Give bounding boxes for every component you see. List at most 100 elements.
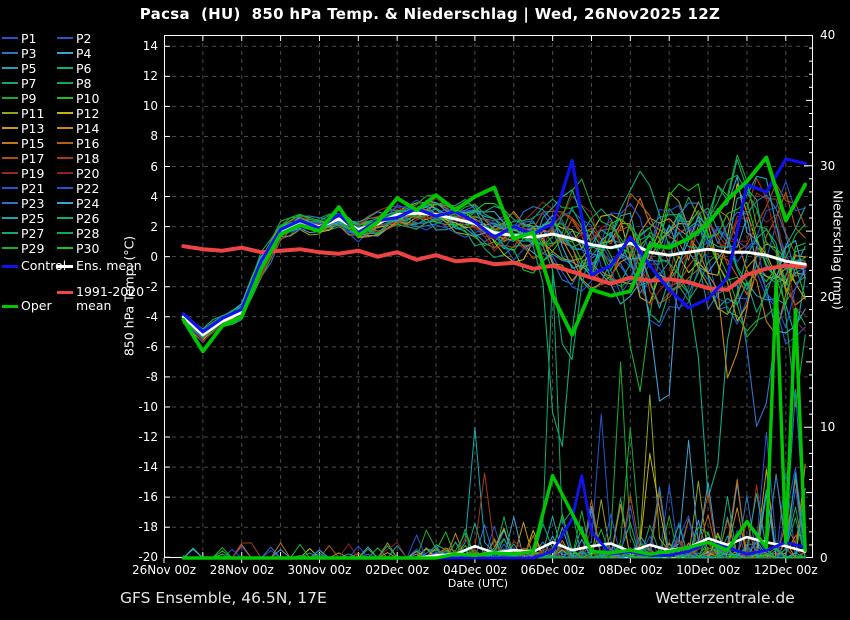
oper-temp-line xyxy=(181,155,808,354)
legend-swatch-P3 xyxy=(2,52,18,54)
ensemble-chart xyxy=(163,35,813,563)
member-temp-line-P25 xyxy=(182,175,806,333)
x-axis-title: Date (UTC) xyxy=(447,577,509,590)
legend-label-P3: P3 xyxy=(21,46,37,61)
precip-tick-label: 10 xyxy=(820,420,836,435)
date-tick-label: 12Dec 00z xyxy=(753,563,818,577)
temp-tick-label: 0 xyxy=(150,249,158,264)
legend-label-P17: P17 xyxy=(21,151,45,166)
legend-swatch-P29 xyxy=(2,247,18,249)
legend-label-P23: P23 xyxy=(21,196,45,211)
legend-swatch-P22 xyxy=(57,187,73,189)
legend-swatch-P26 xyxy=(57,217,73,219)
legend-swatch-P27 xyxy=(2,232,18,234)
plot-area xyxy=(163,35,813,563)
date-tick-label: 06Dec 00z xyxy=(520,563,585,577)
legend-label-P21: P21 xyxy=(21,181,45,196)
legend-swatch-P10 xyxy=(57,97,73,99)
legend-swatch-control xyxy=(2,265,18,268)
legend-label-P8: P8 xyxy=(76,76,92,91)
legend-label-P30: P30 xyxy=(76,241,100,256)
legend-label-P13: P13 xyxy=(21,121,45,136)
legend-label-P12: P12 xyxy=(76,106,100,121)
temp-tick-label: 14 xyxy=(142,39,158,54)
temp-tick-label: 8 xyxy=(150,129,158,144)
date-tick-label: 26Nov 00z xyxy=(131,563,197,577)
legend-swatch-P20 xyxy=(57,172,73,174)
legend-swatch-P23 xyxy=(2,202,18,204)
legend-label-P1: P1 xyxy=(21,31,37,46)
legend-swatch-P2 xyxy=(57,37,73,39)
footer-model-info: GFS Ensemble, 46.5N, 17E xyxy=(120,589,327,607)
legend-swatch-P5 xyxy=(2,67,18,69)
legend-swatch-P30 xyxy=(57,247,73,249)
legend-label-P22: P22 xyxy=(76,181,100,196)
legend-label-ens-mean: Ens. mean xyxy=(76,258,142,273)
temp-tick-label: 10 xyxy=(142,99,158,114)
plot-border xyxy=(164,35,813,558)
member-precip-line-P9 xyxy=(182,361,806,559)
legend-swatch-ens-mean xyxy=(57,265,73,268)
precip-tick-label: 0 xyxy=(820,551,828,565)
temp-tick-label: -20 xyxy=(138,550,158,565)
legend-label-P2: P2 xyxy=(76,31,92,46)
legend-swatch-P9 xyxy=(2,97,18,99)
legend-swatch-P17 xyxy=(2,157,18,159)
legend-label-P26: P26 xyxy=(76,211,100,226)
date-tick-label: 10Dec 00z xyxy=(676,563,740,577)
legend-swatch-P21 xyxy=(2,187,18,189)
legend: P1 P2 P3 P4 P5 P6 P7 P8 P9 P10 P11 P12 P13 P14 P15 P16 P… xyxy=(0,0,144,400)
precip-tick-label: 20 xyxy=(820,289,836,304)
legend-label-P29: P29 xyxy=(21,241,45,256)
legend-label-P5: P5 xyxy=(21,61,37,76)
date-tick-label: 02Dec 00z xyxy=(365,563,430,577)
temp-tick-label: -2 xyxy=(146,279,158,294)
legend-label-P10: P10 xyxy=(76,91,100,106)
legend-swatch-P19 xyxy=(2,172,18,174)
legend-label-P15: P15 xyxy=(21,136,45,151)
member-temp-line-P28 xyxy=(182,174,806,408)
legend-swatch-P24 xyxy=(57,202,73,204)
legend-label-P16: P16 xyxy=(76,136,100,151)
legend-swatch-oper xyxy=(2,305,18,308)
climate-temp-line xyxy=(181,244,808,292)
legend-label-P24: P24 xyxy=(76,196,100,211)
precip-tick-label: 40 xyxy=(820,28,836,42)
date-tick-label: 30Nov 00z xyxy=(287,563,352,577)
precip-tick-label: 30 xyxy=(820,158,836,173)
legend-label-P18: P18 xyxy=(76,151,100,166)
date-tick-label: 04Dec 00z xyxy=(442,563,507,577)
chart-title: Pacsa (HU) 850 hPa Temp. & Niederschlag … xyxy=(139,5,721,23)
legend-label-P25: P25 xyxy=(21,211,45,226)
legend-label-P14: P14 xyxy=(76,121,100,136)
temp-tick-label: 4 xyxy=(150,189,158,204)
legend-swatch-climate xyxy=(57,291,73,294)
control-temp-line xyxy=(181,157,807,334)
legend-swatch-P13 xyxy=(2,127,18,129)
temp-tick-label: -18 xyxy=(138,520,158,535)
legend-swatch-P12 xyxy=(57,112,73,114)
legend-label-P27: P27 xyxy=(21,226,45,241)
temp-tick-label: -4 xyxy=(146,309,158,324)
legend-label-P7: P7 xyxy=(21,76,37,91)
legend-label-P28: P28 xyxy=(76,226,100,241)
legend-label-climate-1: 1991-2020 xyxy=(76,284,145,299)
legend-swatch-P14 xyxy=(57,127,73,129)
legend-swatch-P15 xyxy=(2,142,18,144)
temp-tick-label: -12 xyxy=(138,430,158,445)
temp-tick-label: 6 xyxy=(150,159,158,174)
legend-label-oper: Oper xyxy=(21,298,52,313)
footer-branding: Wetterzentrale.de xyxy=(655,589,795,607)
legend-label-P19: P19 xyxy=(21,166,45,181)
legend-swatch-P4 xyxy=(57,52,73,54)
legend-swatch-P28 xyxy=(57,232,73,234)
legend-label-climate-2: mean xyxy=(76,298,112,313)
legend-swatch-P7 xyxy=(2,82,18,84)
legend-swatch-P25 xyxy=(2,217,18,219)
legend-label-P11: P11 xyxy=(21,106,45,121)
temp-tick-label: -16 xyxy=(138,490,158,505)
legend-label-P4: P4 xyxy=(76,46,92,61)
member-temp-line-P30 xyxy=(182,183,806,338)
legend-label-control: Control xyxy=(21,258,67,273)
